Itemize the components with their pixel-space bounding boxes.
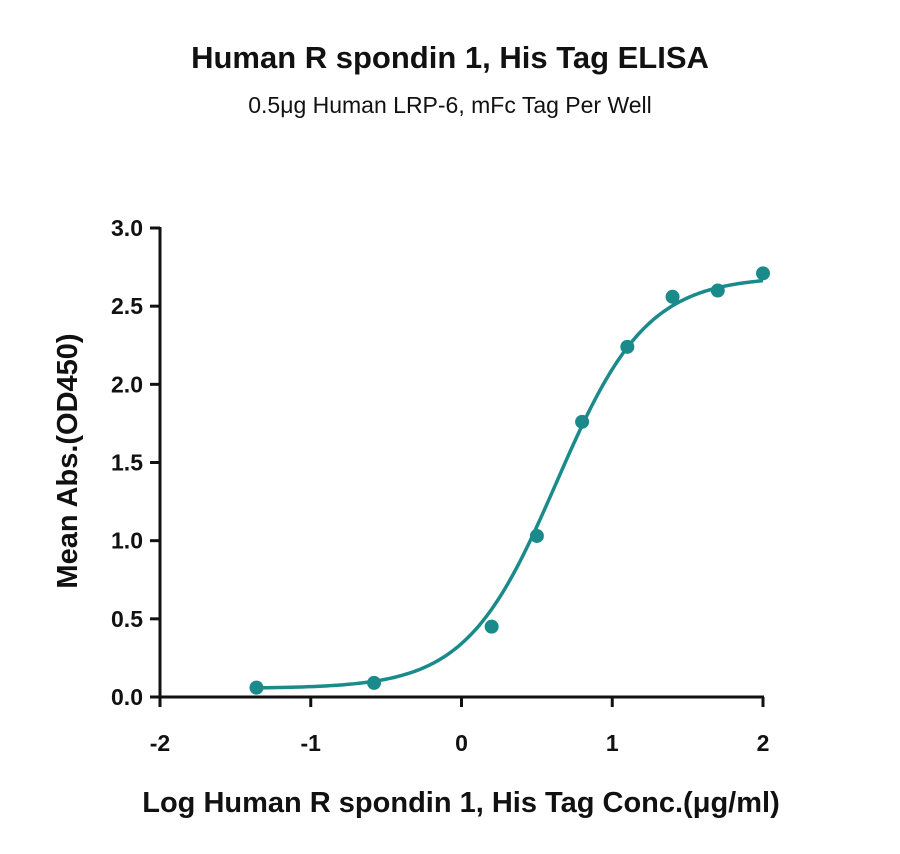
data-point <box>529 528 544 543</box>
data-point <box>575 414 590 429</box>
chart-subtitle: 0.5μg Human LRP-6, mFc Tag Per Well <box>248 92 652 118</box>
y-axis-label: Mean Abs.(OD450) <box>52 333 84 588</box>
y-tick-label: 0.0 <box>111 684 143 710</box>
x-tick-label: -1 <box>301 730 322 756</box>
fit-curve <box>256 278 764 690</box>
data-point <box>620 339 635 354</box>
x-tick-label: 1 <box>606 730 619 756</box>
data-point <box>249 680 264 695</box>
data-points-layer <box>249 266 770 695</box>
fit-curve-layer <box>256 278 764 690</box>
x-axis-label: Log Human R spondin 1, His Tag Conc.(μg/… <box>142 787 779 819</box>
y-tick-label: 2.5 <box>111 293 143 319</box>
axes: 0.0 0.5 1.0 1.5 2.0 2.5 3.0 -2 -1 0 1 2 <box>111 215 769 756</box>
y-tick-label: 0.5 <box>111 606 143 632</box>
x-tick-label: -2 <box>150 730 170 756</box>
x-tick-label: 2 <box>757 730 770 756</box>
y-tick-label: 1.0 <box>111 528 143 554</box>
chart-title: Human R spondin 1, His Tag ELISA <box>191 40 709 75</box>
data-point <box>484 619 499 634</box>
data-point <box>710 283 725 298</box>
y-tick-label: 2.0 <box>111 371 143 397</box>
data-point <box>367 675 382 690</box>
data-point <box>756 266 770 281</box>
data-point <box>665 289 680 304</box>
y-tick-label: 1.5 <box>111 450 143 476</box>
y-tick-label: 3.0 <box>111 215 143 241</box>
x-tick-label: 0 <box>455 730 468 756</box>
